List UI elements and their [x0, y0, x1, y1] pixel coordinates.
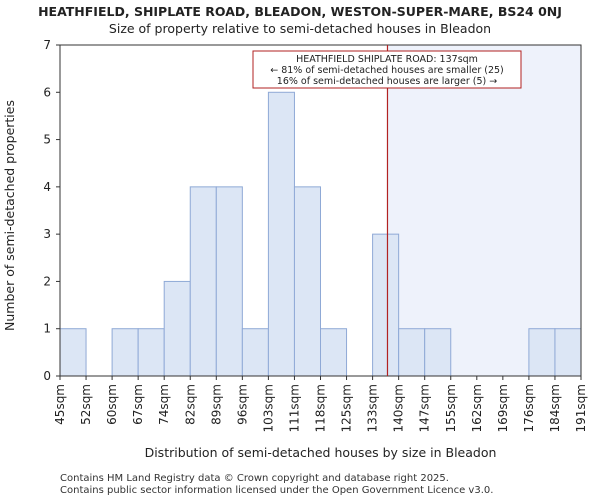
y-tick-label: 2	[43, 274, 51, 288]
x-tick-label: 103sqm	[261, 384, 275, 432]
chart-title: HEATHFIELD, SHIPLATE ROAD, BLEADON, WEST…	[38, 4, 562, 19]
footer-copyright: Contains HM Land Registry data © Crown c…	[60, 473, 449, 484]
x-tick-label: 147sqm	[418, 384, 432, 432]
x-tick-label: 82sqm	[183, 384, 197, 425]
x-tick-label: 96sqm	[235, 384, 249, 425]
footer-licence: Contains public sector information licen…	[60, 485, 494, 496]
x-tick-label: 176sqm	[522, 384, 536, 432]
y-tick-label: 6	[43, 85, 51, 99]
y-tick-label: 5	[43, 133, 51, 147]
chart-subtitle: Size of property relative to semi-detach…	[108, 21, 492, 36]
x-tick-label: 140sqm	[392, 384, 406, 432]
x-tick-label: 169sqm	[496, 384, 510, 432]
x-axis-label: Distribution of semi-detached houses by …	[145, 445, 497, 460]
bar	[215, 186, 243, 377]
x-tick-label: 52sqm	[79, 384, 93, 425]
bar-chart: 0 1 2 3 4 5 6 7 45sqm 52sqm 60sqm 67sqm 74sqm 82sqm 89…	[2, 38, 588, 460]
bar	[424, 328, 452, 377]
x-tick-label: 133sqm	[366, 384, 380, 432]
y-tick-label: 7	[43, 38, 51, 52]
y-tick-label: 4	[43, 180, 51, 194]
bar	[267, 91, 295, 377]
x-tick-label: 191sqm	[574, 384, 588, 432]
x-tick-label: 111sqm	[287, 384, 301, 432]
y-tick-label: 1	[43, 322, 51, 336]
bar	[320, 328, 348, 377]
x-tick-label: 67sqm	[131, 384, 145, 425]
bar	[554, 328, 582, 377]
x-tick-label: 89sqm	[209, 384, 223, 425]
y-axis-label: Number of semi-detached properties	[2, 100, 17, 331]
y-tick-label: 3	[43, 227, 51, 241]
annotation-line: HEATHFIELD SHIPLATE ROAD: 137sqm	[296, 54, 478, 65]
larger-region-shade	[387, 45, 581, 376]
bar	[59, 328, 87, 377]
bar	[189, 186, 217, 377]
annotation-line: ← 81% of semi-detached houses are smalle…	[270, 65, 504, 76]
annotation-line: 16% of semi-detached houses are larger (…	[277, 76, 497, 87]
bar	[372, 233, 400, 377]
bar	[293, 186, 322, 377]
bar	[137, 328, 165, 377]
y-tick-label: 0	[43, 369, 51, 383]
bar	[163, 280, 191, 377]
annotation-box	[252, 50, 522, 89]
bar	[111, 328, 139, 377]
bar	[398, 328, 426, 377]
x-tick-label: 184sqm	[548, 384, 562, 432]
x-tick-label: 125sqm	[340, 384, 354, 432]
bar	[241, 328, 269, 377]
bar	[528, 328, 556, 377]
x-tick-label: 155sqm	[444, 384, 458, 432]
x-tick-label: 74sqm	[157, 384, 171, 425]
x-tick-label: 60sqm	[105, 384, 119, 425]
x-tick-label: 162sqm	[470, 384, 484, 432]
x-tick-label: 45sqm	[53, 384, 67, 425]
x-tick-label: 118sqm	[314, 384, 328, 432]
